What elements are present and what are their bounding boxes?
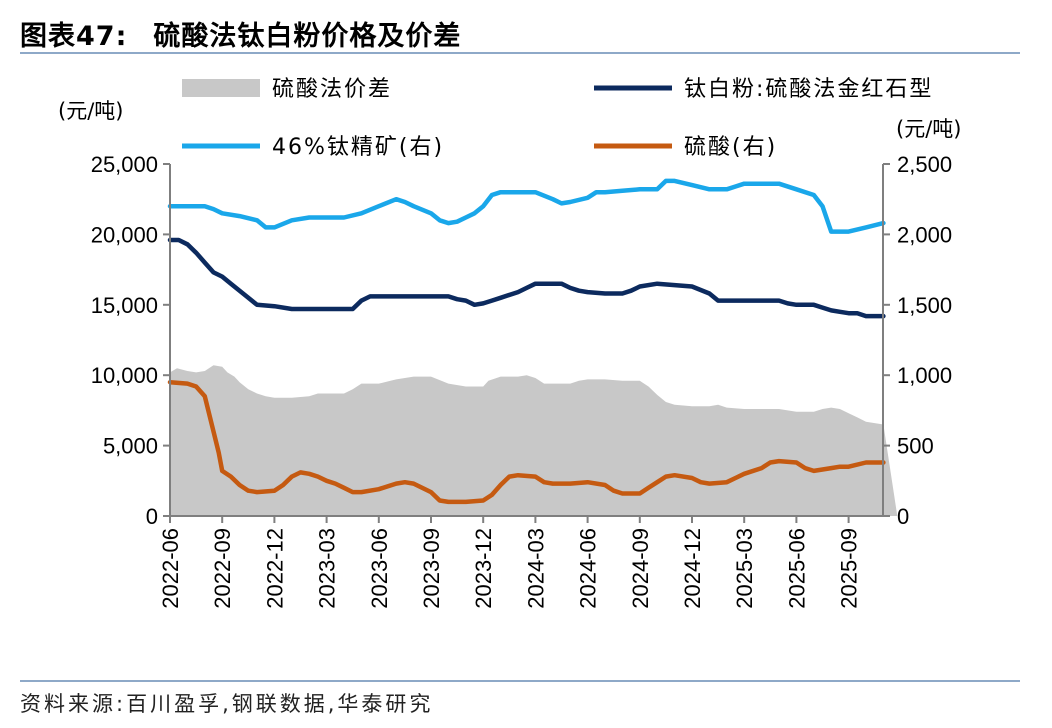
- x-tick-label: 2024-06: [576, 528, 601, 609]
- left-tick-label: 10,000: [91, 363, 158, 388]
- x-tick-label: 2023-06: [367, 528, 392, 609]
- x-tick-label: 2025-09: [837, 528, 862, 609]
- legend-label-ilmenite: 46%钛精矿(右): [272, 135, 444, 160]
- x-tick-label: 2022-06: [158, 528, 183, 609]
- right-tick-label: 2,000: [897, 222, 952, 247]
- x-tick-label: 2022-12: [262, 528, 287, 609]
- series-ilmenite-line: [167, 178, 886, 234]
- legend-label-acid: 硫酸(右): [684, 135, 777, 160]
- figure-title: 图表47: 硫酸法钛白粉价格及价差: [20, 14, 461, 53]
- legend: 硫酸法价差 钛白粉:硫酸法金红石型 46%钛精矿(右) 硫酸(右): [182, 77, 933, 160]
- left-tick-label: 5,000: [103, 434, 158, 459]
- series-spread-area: [170, 365, 898, 516]
- x-tick-label: 2024-03: [523, 528, 548, 609]
- left-axis-unit: (元/吨): [58, 99, 123, 123]
- x-tick-label: 2025-06: [784, 528, 809, 609]
- x-tick-label: 2023-03: [315, 528, 340, 609]
- right-tick-label: 1,500: [897, 293, 952, 318]
- legend-label-spread: 硫酸法价差: [272, 77, 392, 102]
- left-tick-label: 0: [146, 504, 158, 529]
- series-acid-line: [167, 379, 886, 505]
- source-rule: [20, 680, 1020, 682]
- x-tick-label: 2025-03: [732, 528, 757, 609]
- source-note: 资料来源:百川盈孚,钢联数据,华泰研究: [20, 692, 434, 716]
- x-tick-label: 2022-09: [210, 528, 235, 609]
- x-tick-label: 2024-12: [680, 528, 705, 609]
- right-tick-label: 2,500: [897, 152, 952, 177]
- x-tick-label: 2024-09: [628, 528, 653, 609]
- chart-canvas: 0 5,000 10,000 15,000 20,000 25,000 0 500 1,000 1…: [58, 77, 961, 609]
- legend-label-tio2: 钛白粉:硫酸法金红石型: [684, 77, 933, 102]
- figure-title-text: 硫酸法钛白粉价格及价差: [153, 21, 462, 52]
- left-tick-label: 20,000: [91, 222, 158, 247]
- legend-swatch-spread: [182, 79, 260, 97]
- right-axis-unit: (元/吨): [896, 117, 961, 141]
- right-tick-label: 500: [897, 434, 934, 459]
- left-tick-label: 25,000: [91, 152, 158, 177]
- title-rule: [20, 52, 1020, 54]
- right-tick-label: 0: [897, 504, 909, 529]
- x-tick-label: 2023-12: [471, 528, 496, 609]
- series-tio2-line: [167, 237, 886, 319]
- figure-number: 图表47:: [20, 21, 128, 52]
- left-tick-label: 15,000: [91, 293, 158, 318]
- x-tick-label: 2023-09: [419, 528, 444, 609]
- right-tick-label: 1,000: [897, 363, 952, 388]
- plot-area: [167, 178, 898, 516]
- axes: 0 5,000 10,000 15,000 20,000 25,000 0 500 1,000 1…: [58, 99, 961, 609]
